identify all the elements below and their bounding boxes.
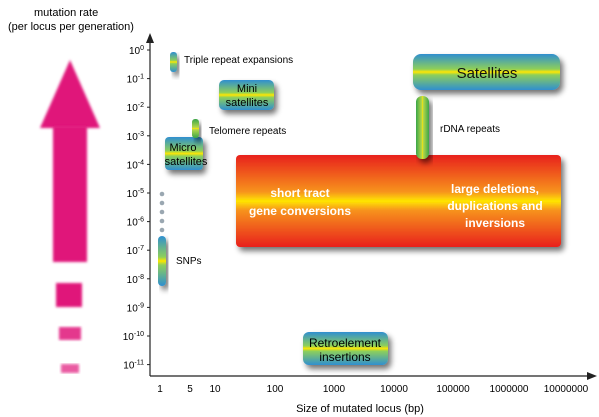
y-tick-exponent: -5 xyxy=(138,188,144,195)
rdna-region: rDNA repeats xyxy=(416,96,500,159)
retroelement-label-line2: insertions xyxy=(319,350,370,364)
y-tick-exponent: 0 xyxy=(140,45,144,52)
y-tick-label: 100 xyxy=(129,45,144,57)
arrow-segment xyxy=(56,283,82,307)
arrow-shaft xyxy=(53,126,87,262)
snp-dot xyxy=(159,218,165,224)
y-tick-labels: 10010-110-210-310-410-510-610-710-810-91… xyxy=(123,45,150,372)
y-axis-arrowhead xyxy=(146,33,154,43)
microsatellites-box xyxy=(165,137,203,170)
satellites-label: Satellites xyxy=(457,65,518,82)
satellites-box xyxy=(413,54,560,90)
snp-dot xyxy=(159,227,165,233)
triple-repeat-box xyxy=(170,52,177,72)
x-tick-label: 1 xyxy=(157,384,163,395)
y-tick-exponent: -7 xyxy=(138,245,144,252)
satellites-region: Satellites xyxy=(413,54,560,90)
y-tick-exponent: -10 xyxy=(134,331,144,338)
y-tick-label: 10-10 xyxy=(123,331,144,343)
microsatellites-region: Micro satellites xyxy=(165,137,208,170)
x-tick-label: 10000000 xyxy=(544,384,589,395)
y-tick-base: 10 xyxy=(127,218,139,229)
y-tick-base: 10 xyxy=(127,189,139,200)
y-tick-base: 10 xyxy=(127,75,139,86)
y-tick-base: 10 xyxy=(127,160,139,171)
minisatellites-label-line1: Mini xyxy=(237,83,257,95)
large-deletions-label-line1: large deletions, xyxy=(451,182,539,196)
telomere-box xyxy=(192,119,199,138)
x-tick-label: 100000 xyxy=(436,384,470,395)
y-tick-exponent: -3 xyxy=(138,131,144,138)
axes xyxy=(146,33,597,380)
telomere-region: Telomere repeats xyxy=(192,119,286,138)
large-deletions-label-line3: inversions xyxy=(465,216,525,230)
triple-repeat-label: Triple repeat expansions xyxy=(184,55,293,66)
snps-label: SNPs xyxy=(176,256,202,267)
x-tick-label: 100 xyxy=(267,384,284,395)
x-tick-label: 1000 xyxy=(323,384,346,395)
microsatellites-label-line2: satellites xyxy=(165,156,208,168)
snps-region: SNPs xyxy=(158,191,202,286)
x-tick-labels: 1 5 10 100 1000 10000 100000 1000000 100… xyxy=(157,384,588,395)
x-tick-label: 5 xyxy=(187,384,193,395)
retroelement-label-line1: Retroelement xyxy=(309,336,382,350)
minisatellites-label-line2: satellites xyxy=(226,97,269,109)
y-tick-base: 10 xyxy=(129,46,141,57)
snps-box xyxy=(158,236,166,286)
rdna-box xyxy=(416,96,429,159)
y-tick-exponent: -2 xyxy=(138,102,144,109)
triple-repeat-region: Triple repeat expansions xyxy=(170,52,293,72)
x-tick-label: 1000000 xyxy=(490,384,529,395)
y-tick-base: 10 xyxy=(123,361,135,372)
y-tick-label: 10-3 xyxy=(127,131,144,143)
x-tick-label: 10000 xyxy=(380,384,408,395)
x-tick-label: 10 xyxy=(209,384,221,395)
y-tick-label: 10-8 xyxy=(127,274,144,286)
y-tick-base: 10 xyxy=(127,246,139,257)
large-mutation-box xyxy=(236,155,561,247)
arrow-segment xyxy=(61,364,79,373)
y-tick-label: 10-6 xyxy=(127,217,144,229)
y-tick-base: 10 xyxy=(127,275,139,286)
short-tract-label-line1: short tract xyxy=(270,186,329,200)
arrow-segment xyxy=(59,327,81,340)
x-axis-arrowhead xyxy=(587,372,597,380)
y-tick-exponent: -4 xyxy=(138,159,144,166)
y-tick-label: 10-4 xyxy=(127,159,144,171)
y-axis-title-line2: (per locus per generation) xyxy=(8,21,134,33)
y-tick-base: 10 xyxy=(127,303,139,314)
y-tick-exponent: -8 xyxy=(138,274,144,281)
y-tick-label: 10-5 xyxy=(127,188,144,200)
y-tick-base: 10 xyxy=(123,332,135,343)
arrow-head xyxy=(40,60,100,128)
minisatellites-box xyxy=(219,80,274,110)
y-tick-label: 10-1 xyxy=(127,74,144,86)
large-deletions-label-line2: duplications and xyxy=(447,199,542,213)
snp-dot xyxy=(159,209,165,215)
large-mutation-region: short tract gene conversions large delet… xyxy=(236,155,561,247)
retroelement-region: Retroelement insertions xyxy=(303,332,388,365)
x-axis-title: Size of mutated locus (bp) xyxy=(296,403,424,415)
retroelement-box xyxy=(303,332,388,365)
snp-dot xyxy=(159,200,165,206)
y-tick-label: 10-2 xyxy=(127,102,144,114)
y-tick-label: 10-11 xyxy=(123,360,144,372)
rdna-label: rDNA repeats xyxy=(440,124,500,135)
increase-arrow xyxy=(40,60,100,373)
y-tick-exponent: -9 xyxy=(138,302,144,309)
y-tick-exponent: -1 xyxy=(138,74,144,81)
y-tick-exponent: -6 xyxy=(138,217,144,224)
y-axis-title-line1: mutation rate xyxy=(34,7,98,19)
y-tick-label: 10-7 xyxy=(127,245,144,257)
y-tick-base: 10 xyxy=(127,103,139,114)
short-tract-label-line2: gene conversions xyxy=(249,204,351,218)
y-tick-base: 10 xyxy=(127,132,139,143)
y-tick-exponent: -11 xyxy=(134,360,144,367)
snp-dot xyxy=(159,191,165,197)
telomere-label: Telomere repeats xyxy=(209,126,286,137)
microsatellites-label-line1: Micro xyxy=(170,142,197,154)
y-tick-label: 10-9 xyxy=(127,302,144,314)
minisatellites-region: Mini satellites xyxy=(219,80,274,110)
